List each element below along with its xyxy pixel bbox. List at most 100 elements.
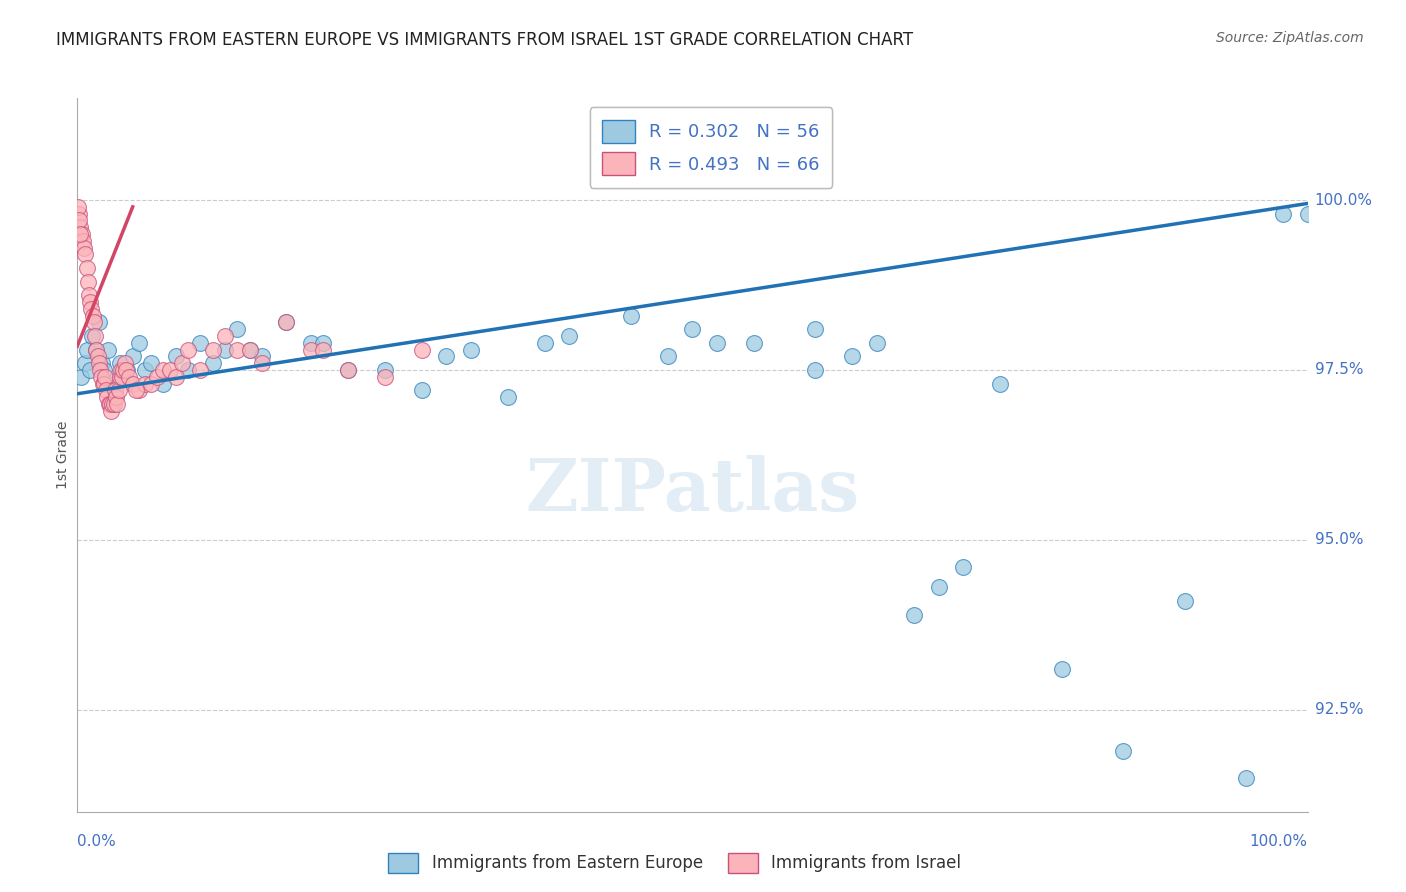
Point [165,350,187,364]
Point [86,343,108,357]
Point [742,335,765,350]
Point [97,397,120,411]
Point [103,376,125,391]
Point [928,581,950,595]
Point [105,390,128,404]
Text: 97.5%: 97.5% [1315,362,1362,377]
Point [90,356,114,370]
Text: 100.0%: 100.0% [1315,193,1372,208]
Point [620,309,643,323]
Point [115,363,138,377]
Point [90,369,112,384]
Point [93,363,115,377]
Point [76,260,98,275]
Text: Source: ZipAtlas.com: Source: ZipAtlas.com [1216,31,1364,45]
Point [657,350,679,364]
Point [177,363,200,377]
Legend: Immigrants from Eastern Europe, Immigrants from Israel: Immigrants from Eastern Europe, Immigran… [382,847,967,880]
Point [706,335,728,350]
Point [201,343,224,357]
Point [841,350,863,364]
Text: 95.0%: 95.0% [1315,533,1362,548]
Point [134,363,156,377]
Point [73,241,96,255]
Point [110,363,132,377]
Point [903,607,925,622]
Point [152,363,174,377]
Text: ZIPatlas: ZIPatlas [526,455,859,526]
Point [250,350,273,364]
Point [141,376,163,391]
Point [67,213,90,227]
Point [76,343,98,357]
Point [276,315,298,329]
Point [112,363,135,377]
Point [337,363,360,377]
Point [201,356,224,370]
Point [82,309,104,323]
Point [105,397,128,411]
Point [77,288,100,302]
Point [67,207,90,221]
Point [226,322,249,336]
Point [67,200,90,214]
Point [177,343,200,357]
Point [101,397,124,411]
Point [72,234,94,248]
Point [312,343,335,357]
Text: 100.0%: 100.0% [1250,834,1308,849]
Point [121,350,143,364]
Point [188,363,212,377]
Point [436,350,458,364]
Point [1112,743,1135,757]
Point [86,350,108,364]
Point [97,343,120,357]
Point [1296,207,1319,221]
Point [84,343,107,357]
Point [1050,662,1073,676]
Point [374,369,396,384]
Point [128,384,150,398]
Point [125,384,148,398]
Point [141,356,163,370]
Point [79,295,101,310]
Point [214,343,236,357]
Point [1234,771,1257,785]
Point [121,376,143,391]
Text: IMMIGRANTS FROM EASTERN EUROPE VS IMMIGRANTS FROM ISRAEL 1ST GRADE CORRELATION C: IMMIGRANTS FROM EASTERN EUROPE VS IMMIGR… [56,31,914,49]
Point [79,363,101,377]
Text: 92.5%: 92.5% [1315,702,1362,717]
Point [250,356,273,370]
Point [152,376,174,391]
Point [69,227,91,241]
Point [299,343,322,357]
Point [111,369,134,384]
Point [70,227,93,241]
Point [460,343,482,357]
Point [1272,207,1295,221]
Point [93,376,115,391]
Point [337,363,360,377]
Point [76,275,98,289]
Point [411,343,433,357]
Point [165,369,187,384]
Point [96,390,118,404]
Point [866,335,889,350]
Point [128,335,150,350]
Point [104,384,127,398]
Point [312,335,335,350]
Point [159,363,181,377]
Point [411,384,433,398]
Point [87,356,110,370]
Point [188,335,212,350]
Point [84,329,107,343]
Point [534,335,557,350]
Point [82,329,104,343]
Legend: R = 0.302   N = 56, R = 0.493   N = 66: R = 0.302 N = 56, R = 0.493 N = 66 [589,107,832,188]
Point [98,397,121,411]
Point [239,343,262,357]
Point [115,363,138,377]
Point [804,363,827,377]
Point [107,384,129,398]
Point [75,247,97,261]
